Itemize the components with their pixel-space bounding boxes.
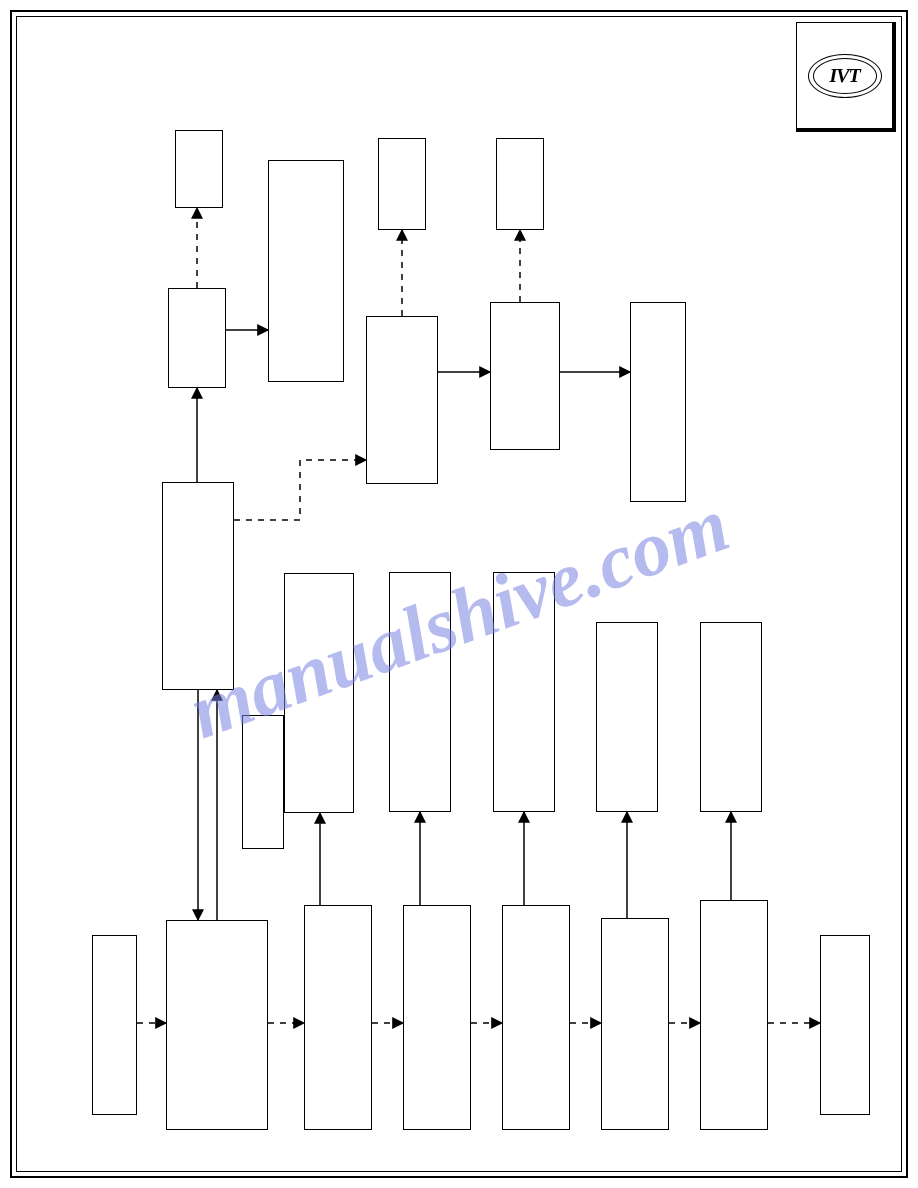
node-n7	[490, 302, 560, 450]
node-n17	[166, 920, 268, 1130]
node-n22	[700, 900, 768, 1130]
node-n9	[162, 482, 234, 690]
node-n20	[502, 905, 570, 1130]
node-n13	[493, 572, 555, 812]
logo-box: IVT	[796, 22, 896, 132]
node-n23	[820, 935, 870, 1115]
logo-text: IVT	[829, 66, 859, 86]
node-n8	[630, 302, 686, 502]
node-n21	[601, 918, 669, 1130]
node-n4	[378, 138, 426, 230]
node-n12	[389, 572, 451, 812]
page: IVT manualshive.com	[0, 0, 918, 1188]
node-n19	[403, 905, 471, 1130]
node-n6	[366, 316, 438, 484]
node-n18	[304, 905, 372, 1130]
node-n14	[596, 622, 658, 812]
node-n15	[700, 622, 762, 812]
node-n1	[175, 130, 223, 208]
node-n2	[168, 288, 226, 388]
node-n16	[92, 935, 137, 1115]
logo-ellipse-inner: IVT	[813, 58, 877, 94]
node-n11	[242, 715, 284, 849]
node-n5	[496, 138, 544, 230]
logo-ellipse-outer: IVT	[808, 54, 882, 98]
node-n3	[268, 160, 344, 382]
node-n10	[284, 573, 354, 813]
